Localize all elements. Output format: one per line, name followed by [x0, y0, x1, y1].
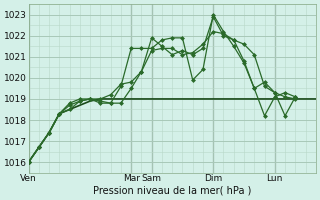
X-axis label: Pression niveau de la mer( hPa ): Pression niveau de la mer( hPa )	[93, 186, 252, 196]
